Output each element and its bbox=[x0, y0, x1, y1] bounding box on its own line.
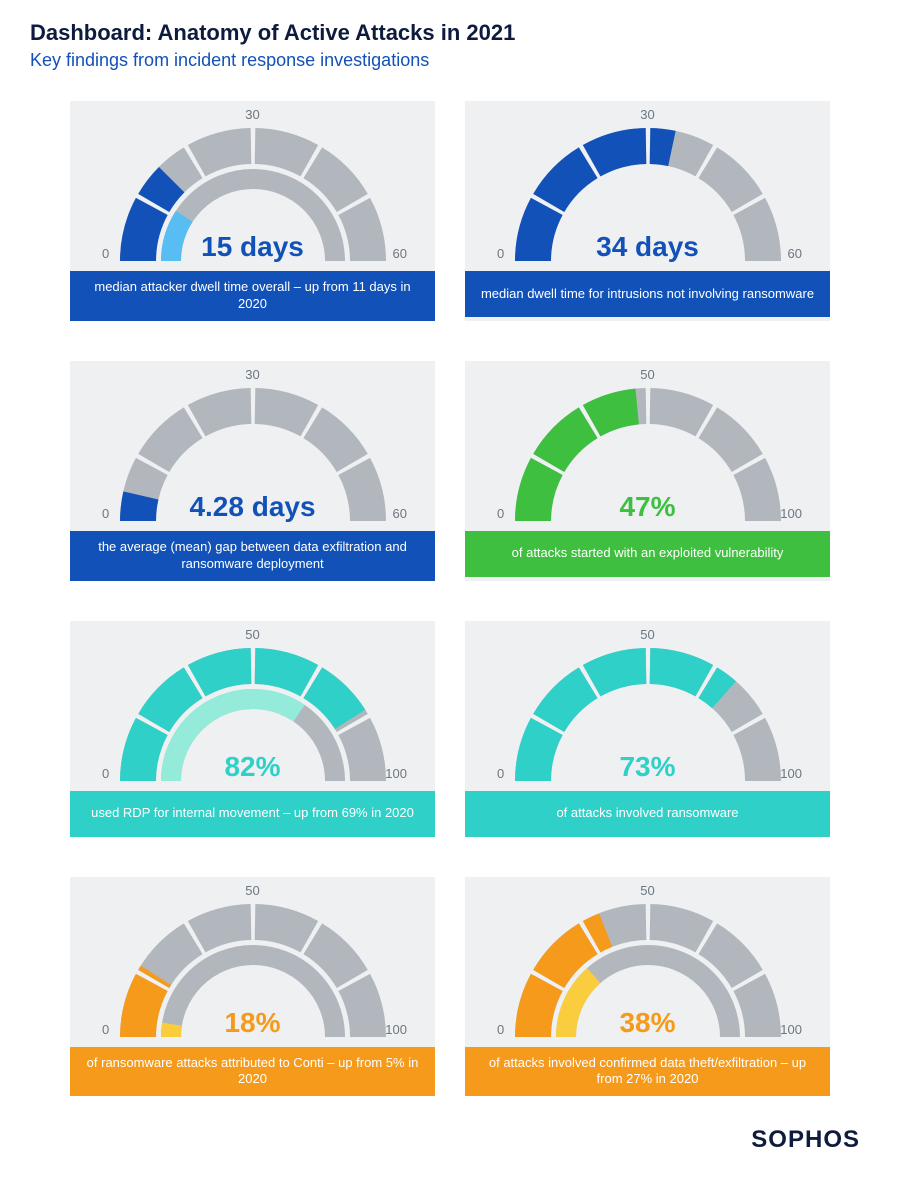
gauge-caption: of ransomware attacks attributed to Cont… bbox=[70, 1047, 435, 1097]
gauge-caption: median attacker dwell time overall – up … bbox=[70, 271, 435, 321]
gauge-value: 34 days bbox=[465, 231, 830, 263]
gauge-card: 50010018%of ransomware attacks attribute… bbox=[70, 877, 435, 1097]
gauge-caption: used RDP for internal movement – up from… bbox=[70, 791, 435, 837]
gauge-caption: of attacks involved confirmed data theft… bbox=[465, 1047, 830, 1097]
gauge-value: 38% bbox=[465, 1007, 830, 1039]
gauge-wrap: 300604.28 days bbox=[70, 361, 435, 531]
gauge-tick-mid: 50 bbox=[70, 627, 435, 642]
gauge-value: 73% bbox=[465, 751, 830, 783]
gauge-value: 47% bbox=[465, 491, 830, 523]
gauge-card: 3006015 daysmedian attacker dwell time o… bbox=[70, 101, 435, 321]
gauge-caption: median dwell time for intrusions not inv… bbox=[465, 271, 830, 317]
gauge-wrap: 3006015 days bbox=[70, 101, 435, 271]
gauge-tick-mid: 30 bbox=[70, 107, 435, 122]
page-subtitle: Key findings from incident response inve… bbox=[30, 50, 870, 71]
gauge-caption: of attacks started with an exploited vul… bbox=[465, 531, 830, 577]
gauge-card: 50010082%used RDP for internal movement … bbox=[70, 621, 435, 837]
gauge-value: 82% bbox=[70, 751, 435, 783]
page-title: Dashboard: Anatomy of Active Attacks in … bbox=[30, 20, 870, 46]
gauge-card: 3006034 daysmedian dwell time for intrus… bbox=[465, 101, 830, 321]
gauge-card: 50010047%of attacks started with an expl… bbox=[465, 361, 830, 581]
gauge-tick-mid: 30 bbox=[70, 367, 435, 382]
gauge-card: 50010038%of attacks involved confirmed d… bbox=[465, 877, 830, 1097]
gauge-value: 4.28 days bbox=[70, 491, 435, 523]
gauge-tick-mid: 50 bbox=[465, 627, 830, 642]
gauge-wrap: 50010073% bbox=[465, 621, 830, 791]
gauge-grid: 3006015 daysmedian attacker dwell time o… bbox=[30, 101, 870, 1096]
gauge-value: 15 days bbox=[70, 231, 435, 263]
gauge-tick-mid: 30 bbox=[465, 107, 830, 122]
footer-logo: SOPHOS bbox=[30, 1126, 870, 1154]
gauge-caption: of attacks involved ransomware bbox=[465, 791, 830, 837]
gauge-wrap: 50010047% bbox=[465, 361, 830, 531]
gauge-wrap: 50010082% bbox=[70, 621, 435, 791]
gauge-wrap: 3006034 days bbox=[465, 101, 830, 271]
gauge-wrap: 50010018% bbox=[70, 877, 435, 1047]
gauge-card: 300604.28 daysthe average (mean) gap bet… bbox=[70, 361, 435, 581]
gauge-caption: the average (mean) gap between data exfi… bbox=[70, 531, 435, 581]
gauge-wrap: 50010038% bbox=[465, 877, 830, 1047]
gauge-tick-mid: 50 bbox=[465, 367, 830, 382]
gauge-card: 50010073%of attacks involved ransomware bbox=[465, 621, 830, 837]
gauge-value: 18% bbox=[70, 1007, 435, 1039]
gauge-tick-mid: 50 bbox=[465, 883, 830, 898]
gauge-tick-mid: 50 bbox=[70, 883, 435, 898]
